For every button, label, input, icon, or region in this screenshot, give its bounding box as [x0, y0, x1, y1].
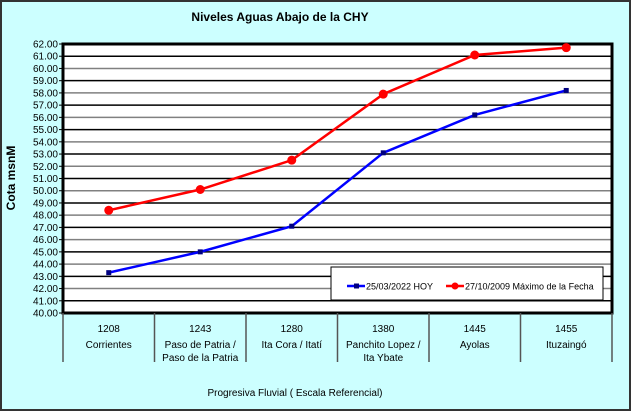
x-tick-label-name: Corrientes — [86, 340, 132, 351]
data-point — [104, 205, 114, 215]
y-tick-label: 48.00 — [33, 211, 58, 222]
legend-marker — [354, 283, 359, 289]
x-tick-label-name: Ita Ybate — [363, 353, 403, 364]
data-point — [472, 112, 478, 118]
y-tick-label: 51.00 — [33, 174, 58, 185]
x-tick-label-km: 1280 — [281, 324, 304, 335]
x-tick-label-name: Ita Cora / Itatí — [261, 340, 322, 351]
legend-label: 27/10/2009 Máximo de la Fecha — [465, 282, 594, 292]
y-tick-label: 58.00 — [33, 88, 58, 99]
x-tick-label-name: Panchito Lopez / — [346, 340, 421, 351]
y-tick-label: 43.00 — [33, 272, 58, 283]
y-tick-label: 55.00 — [33, 125, 58, 136]
x-tick-label-km: 1243 — [189, 324, 212, 335]
data-point — [195, 185, 205, 195]
y-tick-label: 41.00 — [33, 296, 58, 307]
y-tick-label: 45.00 — [33, 247, 58, 258]
y-tick-label: 52.00 — [33, 162, 58, 173]
series-line-1 — [108, 89, 567, 274]
x-axis-label: Progresiva Fluvial ( Escala Referencial) — [207, 388, 382, 399]
y-tick-label: 40.00 — [33, 309, 58, 320]
x-tick-label-name: Ituzaingó — [546, 340, 587, 351]
y-tick-label: 61.00 — [33, 52, 58, 63]
x-tick-label-name: Paso de la Patria — [162, 353, 239, 364]
y-tick-label: 46.00 — [33, 235, 58, 246]
data-point — [380, 150, 386, 156]
y-tick-label: 57.00 — [33, 101, 58, 112]
chart-title: Niveles Aguas Abajo de la CHY — [191, 10, 368, 24]
data-point — [563, 87, 569, 93]
y-axis-label: Cota msnM — [4, 146, 18, 211]
x-tick-label-km: 1445 — [464, 324, 487, 335]
legend-marker — [451, 282, 459, 290]
y-tick-label: 47.00 — [33, 223, 58, 234]
y-tick-label: 59.00 — [33, 76, 58, 87]
y-tick-label: 44.00 — [33, 260, 58, 271]
y-tick-label: 50.00 — [33, 186, 58, 197]
data-point — [378, 89, 388, 99]
y-tick-label: 49.00 — [33, 198, 58, 209]
data-point — [561, 43, 571, 53]
x-tick-label-km: 1380 — [372, 324, 395, 335]
y-tick-label: 60.00 — [33, 64, 58, 75]
data-point — [106, 270, 112, 276]
y-tick-label: 62.00 — [33, 40, 58, 51]
legend-box — [330, 266, 604, 301]
series-line-2 — [108, 46, 567, 212]
data-point — [289, 223, 295, 229]
y-tick-label: 56.00 — [33, 113, 58, 124]
data-point — [197, 249, 203, 255]
data-point — [470, 50, 480, 60]
y-tick-label: 42.00 — [33, 284, 58, 295]
x-tick-label-name: Paso de Patria / — [165, 340, 236, 351]
y-tick-label: 53.00 — [33, 150, 58, 161]
x-tick-label-km: 1455 — [555, 324, 578, 335]
x-tick-label-km: 1208 — [98, 324, 121, 335]
legend-label: 25/03/2022 HOY — [366, 282, 433, 292]
x-tick-label-name: Ayolas — [460, 340, 490, 351]
data-point — [287, 155, 297, 165]
y-tick-label: 54.00 — [33, 137, 58, 148]
